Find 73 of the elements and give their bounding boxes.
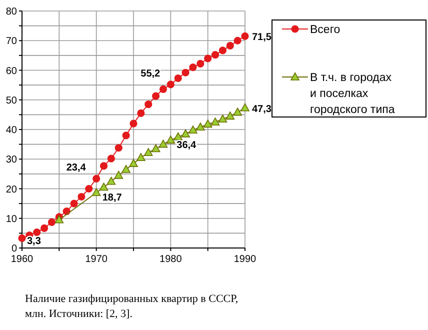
point bbox=[18, 234, 26, 242]
point bbox=[78, 192, 86, 201]
point bbox=[92, 188, 101, 196]
y-tick-label: 50 bbox=[6, 95, 18, 106]
point bbox=[240, 103, 250, 112]
point bbox=[122, 132, 130, 140]
point bbox=[188, 125, 198, 134]
y-tick-label: 70 bbox=[6, 36, 18, 48]
y-tick-label: 40 bbox=[6, 125, 18, 136]
point bbox=[210, 117, 220, 126]
point bbox=[122, 164, 130, 173]
point bbox=[114, 170, 124, 179]
point bbox=[174, 132, 182, 140]
data-label: 71,5 bbox=[252, 32, 272, 44]
point bbox=[92, 174, 100, 182]
point bbox=[144, 148, 153, 156]
data-label: 55,2 bbox=[140, 68, 161, 80]
point bbox=[99, 182, 108, 191]
point bbox=[166, 136, 176, 144]
point bbox=[100, 162, 108, 170]
point bbox=[181, 129, 190, 138]
legend-label: В т.ч. в городах и поселках городского типа bbox=[310, 72, 396, 116]
point bbox=[203, 120, 212, 128]
data-label: 3,3 bbox=[27, 236, 42, 248]
point bbox=[218, 114, 228, 123]
point bbox=[33, 228, 41, 236]
point bbox=[144, 100, 152, 108]
legend-label: Всего bbox=[310, 24, 340, 36]
point bbox=[226, 112, 235, 120]
point bbox=[136, 153, 146, 162]
point bbox=[234, 36, 242, 44]
point bbox=[159, 85, 168, 94]
point bbox=[114, 144, 122, 152]
data-label: 47,3 bbox=[252, 104, 272, 115]
point bbox=[85, 184, 93, 193]
point bbox=[166, 80, 174, 88]
point bbox=[48, 218, 56, 226]
x-tick-label: 1960 bbox=[10, 254, 34, 265]
point bbox=[196, 60, 204, 68]
point bbox=[233, 108, 242, 116]
y-tick-label: 60 bbox=[6, 66, 18, 77]
point bbox=[226, 42, 234, 50]
point bbox=[196, 122, 205, 131]
point bbox=[137, 109, 145, 118]
point bbox=[174, 74, 182, 82]
point bbox=[204, 54, 212, 62]
point bbox=[218, 46, 226, 54]
point bbox=[241, 32, 249, 40]
point bbox=[158, 140, 168, 148]
data-label: 23,4 bbox=[66, 162, 86, 174]
point bbox=[211, 51, 220, 59]
y-tick-label: 20 bbox=[6, 184, 18, 196]
y-tick-label: 10 bbox=[6, 214, 18, 225]
point bbox=[40, 224, 48, 232]
point bbox=[129, 158, 138, 167]
x-tick-label: 1980 bbox=[160, 254, 182, 265]
x-tick-label: 1990 bbox=[234, 254, 257, 265]
point bbox=[130, 120, 138, 128]
point bbox=[189, 63, 197, 72]
y-tick-label: 30 bbox=[6, 154, 18, 166]
point bbox=[70, 200, 78, 208]
point bbox=[182, 68, 190, 76]
point bbox=[54, 215, 64, 224]
data-label: 18,7 bbox=[102, 192, 122, 204]
data-label: 36,4 bbox=[176, 140, 197, 152]
y-tick-label: 80 bbox=[6, 6, 18, 18]
y-tick-label: 0 bbox=[11, 244, 18, 254]
point bbox=[106, 176, 116, 185]
x-tick-label: 1970 bbox=[85, 254, 108, 265]
point bbox=[152, 92, 160, 100]
point bbox=[151, 144, 160, 152]
text: Наличие газифицированных квартир в СССР, млн. Источники: [2, 3]. bbox=[25, 293, 238, 320]
point bbox=[107, 154, 115, 162]
